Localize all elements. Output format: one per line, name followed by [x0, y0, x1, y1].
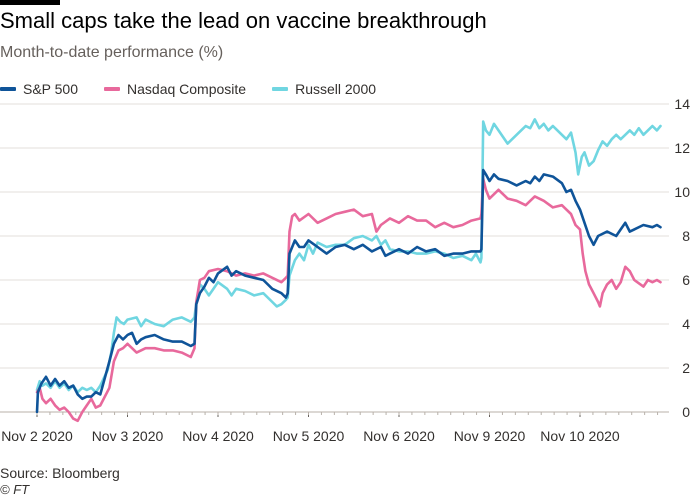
copyright-note: © FT — [0, 482, 30, 497]
y-tick-label-8: 8 — [682, 228, 690, 244]
brand-rule — [0, 0, 60, 5]
source-note: Source: Bloomberg — [0, 465, 120, 481]
series-line-russell — [35, 118, 662, 394]
y-tick-label-14: 14 — [674, 96, 690, 112]
legend-label-russell: Russell 2000 — [295, 81, 377, 97]
x-tick-label-4: Nov 6 2020 — [363, 428, 435, 444]
series-line-nasdaq — [35, 177, 662, 423]
legend-label-nasdaq: Nasdaq Composite — [127, 81, 247, 97]
legend-item-russell: Russell 2000 — [272, 81, 376, 97]
legend-label-sp500: S&P 500 — [23, 81, 79, 97]
x-tick-label-3: Nov 5 2020 — [273, 428, 345, 444]
legend-swatch-russell — [272, 87, 289, 91]
y-tick-label-0: 0 — [682, 404, 690, 420]
x-tick-label-5: Nov 9 2020 — [454, 428, 526, 444]
x-tick-label-0: Nov 2 2020 — [1, 428, 73, 444]
chart-subtitle: Month-to-date performance (%) — [0, 44, 224, 61]
x-tick-label-2: Nov 4 2020 — [182, 428, 254, 444]
series-line-sp500 — [35, 168, 662, 414]
x-tick-label-1: Nov 3 2020 — [92, 428, 164, 444]
legend-swatch-nasdaq — [104, 87, 121, 91]
y-tick-label-6: 6 — [682, 272, 690, 288]
legend-item-nasdaq: Nasdaq Composite — [104, 81, 246, 97]
legend-swatch-sp500 — [0, 87, 16, 91]
chart-legend: S&P 500 Nasdaq Composite Russell 2000 — [0, 79, 402, 99]
y-tick-label-10: 10 — [674, 184, 690, 200]
x-tick-label-6: Nov 10 2020 — [540, 428, 620, 444]
legend-item-sp500: S&P 500 — [0, 81, 78, 97]
y-tick-label-2: 2 — [682, 360, 690, 376]
y-tick-label-4: 4 — [682, 316, 690, 332]
line-chart: 0 2 4 6 8 10 12 14 Nov 2 2020 Nov 3 2020 Nov 4 202… — [0, 96, 690, 444]
chart-title: Small caps take the lead on vaccine brea… — [0, 8, 487, 33]
y-tick-label-12: 12 — [674, 140, 690, 156]
